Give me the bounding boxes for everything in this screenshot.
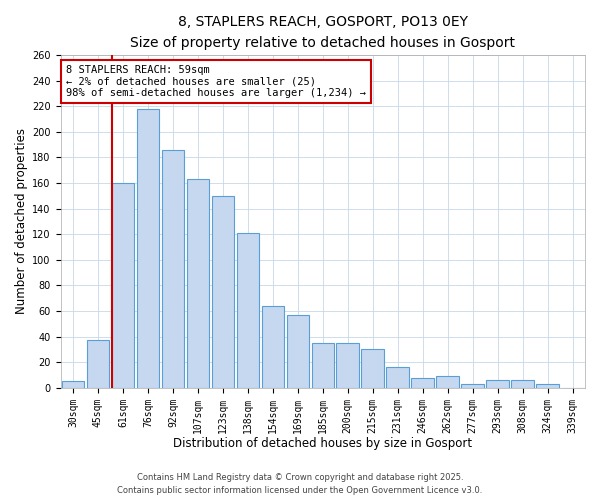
Bar — [461, 384, 484, 388]
Bar — [137, 108, 159, 388]
Y-axis label: Number of detached properties: Number of detached properties — [15, 128, 28, 314]
Bar — [212, 196, 234, 388]
Title: 8, STAPLERS REACH, GOSPORT, PO13 0EY
Size of property relative to detached house: 8, STAPLERS REACH, GOSPORT, PO13 0EY Siz… — [130, 15, 515, 50]
Bar — [536, 384, 559, 388]
Bar — [511, 380, 534, 388]
Bar — [287, 315, 309, 388]
Bar — [262, 306, 284, 388]
Bar — [187, 179, 209, 388]
Bar — [361, 350, 384, 388]
Bar — [412, 378, 434, 388]
Bar — [386, 368, 409, 388]
Text: 8 STAPLERS REACH: 59sqm
← 2% of detached houses are smaller (25)
98% of semi-det: 8 STAPLERS REACH: 59sqm ← 2% of detached… — [66, 65, 366, 98]
Bar — [236, 233, 259, 388]
X-axis label: Distribution of detached houses by size in Gosport: Distribution of detached houses by size … — [173, 437, 472, 450]
Bar — [436, 376, 459, 388]
Bar — [62, 382, 84, 388]
Bar — [161, 150, 184, 388]
Bar — [337, 343, 359, 388]
Bar — [311, 343, 334, 388]
Text: Contains HM Land Registry data © Crown copyright and database right 2025.
Contai: Contains HM Land Registry data © Crown c… — [118, 474, 482, 495]
Bar — [87, 340, 109, 388]
Bar — [112, 183, 134, 388]
Bar — [487, 380, 509, 388]
